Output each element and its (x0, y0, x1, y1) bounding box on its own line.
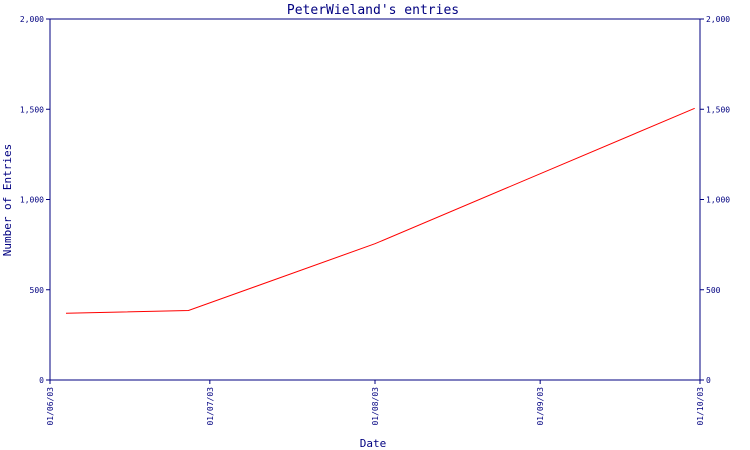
chart-title: PeterWieland's entries (287, 3, 459, 18)
y-tick-label-left: 1,500 (20, 105, 44, 114)
y-tick-label-left: 500 (30, 286, 45, 295)
x-tick-label: 01/09/03 (536, 387, 545, 426)
y-tick-label-right: 2,000 (706, 15, 730, 24)
x-tick-label: 01/10/03 (696, 387, 705, 426)
series-layer (65, 107, 695, 314)
plot-frame (49, 18, 701, 381)
x-tick-label: 01/07/03 (206, 387, 215, 426)
x-tick-label: 01/08/03 (371, 387, 380, 426)
series-line (65, 107, 695, 314)
y-tick-label-left: 2,000 (20, 15, 44, 24)
y-tick-label-left: 1,000 (20, 196, 44, 205)
y-tick-label-right: 500 (706, 286, 721, 295)
x-tick-label: 01/06/03 (46, 387, 55, 426)
x-axis-label: Date (360, 437, 387, 450)
y-tick-label-right: 0 (706, 376, 711, 385)
x-ticks: 01/06/03 01/07/03 01/08/03 01/09/03 01/10/03 (46, 380, 705, 426)
y-tick-label-left: 0 (39, 376, 44, 385)
y-tick-label-right: 1,000 (706, 196, 730, 205)
y-tick-label-right: 1,500 (706, 105, 730, 114)
y-axis-label: Number of Entries (1, 144, 14, 257)
y-ticks: 0 0 500 500 1,000 1,000 1,500 1,500 2,000 2,000 (20, 15, 730, 385)
